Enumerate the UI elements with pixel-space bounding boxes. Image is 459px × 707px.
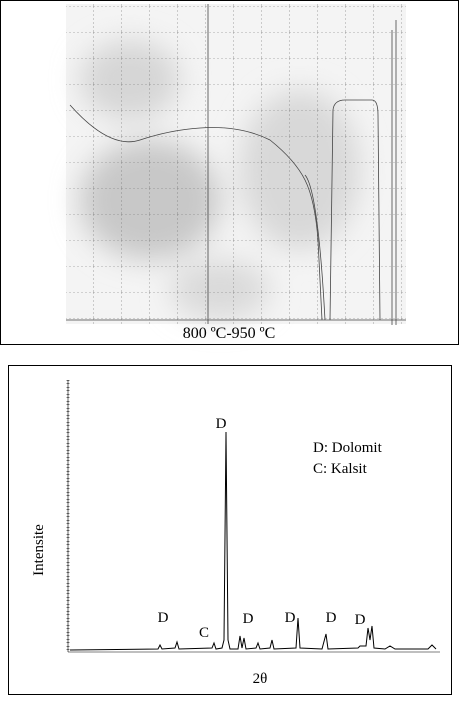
figure-page: 800 ºC-950 ºC Intensite 2θ D: Dolomit C:… — [0, 0, 459, 702]
page: 800 ºC-950 ºC Intensite 2θ D: Dolomit C:… — [0, 0, 459, 702]
peak-label: D — [326, 610, 337, 626]
y-axis-label: Intensite — [31, 524, 47, 576]
peak-label: D — [158, 610, 169, 626]
bottom-panel: Intensite 2θ D: Dolomit C: Kalsit D C D … — [9, 366, 452, 695]
peak-label: D — [243, 611, 254, 627]
bottom-frame — [9, 366, 452, 695]
top-panel: 800 ºC-950 ºC — [1, 1, 459, 345]
top-caption: 800 ºC-950 ºC — [183, 325, 276, 342]
peak-label: D — [285, 610, 296, 626]
legend-entry: C: Kalsit — [313, 461, 368, 477]
peak-label: D — [216, 416, 227, 432]
x-axis-label: 2θ — [253, 671, 268, 687]
peak-label: D — [355, 612, 366, 628]
legend-entry: D: Dolomit — [313, 440, 383, 456]
peak-label: C — [199, 625, 209, 641]
scan-grid — [66, 4, 406, 324]
